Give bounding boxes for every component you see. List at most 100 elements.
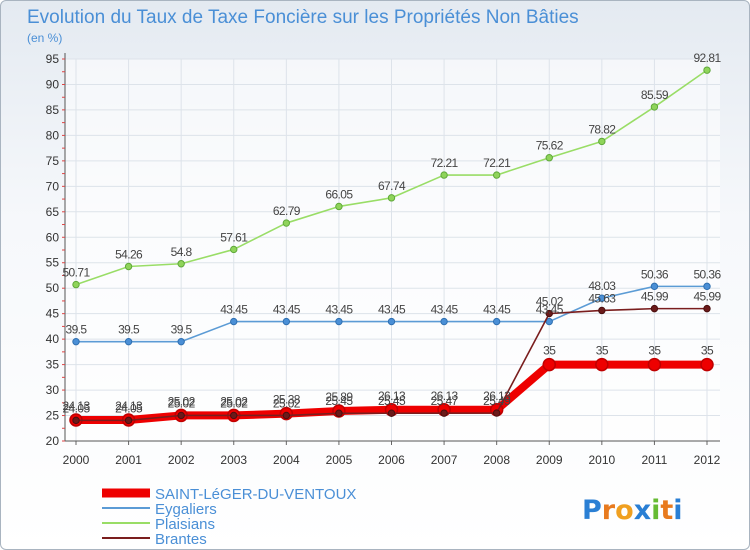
x-tick-label: 2000 — [63, 453, 90, 467]
data-point — [335, 409, 343, 417]
x-tick-label: 2012 — [694, 453, 721, 467]
legend-label: Plaisians — [155, 516, 215, 533]
x-tick-label: 2009 — [536, 453, 563, 467]
data-label: 35 — [543, 344, 556, 358]
data-label: 85.59 — [641, 88, 669, 102]
data-label: 54.26 — [115, 248, 143, 262]
data-point — [598, 306, 606, 315]
logo-letter: x — [634, 495, 651, 526]
x-tick-label: 2008 — [483, 453, 510, 467]
y-tick-label: 55 — [46, 256, 60, 270]
data-point — [282, 317, 291, 326]
data-label: 25.02 — [168, 394, 196, 408]
data-label: 25.45 — [325, 394, 353, 408]
data-label: 24.05 — [62, 401, 90, 415]
legend-label: Eygaliers — [155, 501, 217, 518]
logo-letter: i — [673, 495, 682, 526]
y-tick-label: 50 — [46, 281, 60, 295]
data-label: 26.13 — [431, 389, 459, 403]
data-point — [703, 304, 711, 313]
data-point — [230, 245, 238, 254]
logo-letter: t — [660, 495, 673, 526]
data-label: 24.05 — [115, 401, 143, 415]
data-point — [703, 66, 711, 74]
x-tick-label: 2007 — [431, 453, 458, 467]
data-point — [595, 357, 609, 372]
data-label: 35 — [648, 344, 661, 358]
data-point — [230, 411, 238, 420]
y-tick-label: 35 — [46, 358, 60, 372]
data-label: 67.74 — [378, 179, 406, 193]
data-label: 45.99 — [641, 290, 669, 304]
y-tick-label: 40 — [46, 332, 60, 346]
data-point — [650, 103, 659, 111]
data-label: 39.5 — [171, 323, 193, 337]
data-point — [124, 262, 133, 271]
data-label: 57.61 — [220, 230, 248, 244]
data-point — [598, 294, 606, 302]
plot-area — [65, 59, 720, 441]
data-point — [177, 337, 185, 346]
data-label: 35 — [596, 344, 609, 358]
data-point — [598, 137, 606, 146]
data-label: 72.21 — [431, 156, 459, 170]
data-point — [282, 411, 291, 420]
y-tick-label: 65 — [46, 205, 60, 219]
data-label: 92.81 — [693, 51, 721, 65]
data-label: 50.36 — [641, 267, 669, 281]
data-label: 24.13 — [62, 399, 90, 413]
series-1 — [72, 282, 711, 346]
data-label: 75.62 — [536, 139, 564, 153]
data-point — [440, 171, 448, 179]
y-tick-label: 25 — [46, 409, 60, 423]
data-label: 45.63 — [588, 291, 616, 305]
legend: SAINT-LéGER-DU-VENTOUXEygaliersPlaisians… — [102, 486, 356, 548]
proxiti-logo: Proxiti — [582, 495, 683, 526]
data-label: 43.45 — [378, 303, 406, 317]
data-label: 62.79 — [273, 204, 301, 218]
y-tick-label: 90 — [46, 77, 60, 91]
data-point — [542, 357, 556, 372]
data-label: 43.45 — [325, 303, 353, 317]
legend-label: SAINT-LéGER-DU-VENTOUX — [155, 486, 356, 503]
series-2 — [72, 66, 711, 289]
data-label: 25.47 — [431, 394, 459, 408]
data-point — [72, 337, 80, 346]
y-tick-label: 60 — [46, 230, 60, 244]
y-tick-label: 30 — [46, 383, 60, 397]
data-point — [492, 409, 501, 417]
data-label: 25.02 — [273, 396, 301, 410]
data-point — [230, 317, 238, 326]
data-label: 39.5 — [66, 323, 88, 337]
x-tick-label: 2002 — [168, 453, 195, 467]
y-tick-label: 75 — [46, 154, 60, 168]
data-label: 25.02 — [220, 396, 248, 410]
data-label: 25.02 — [220, 394, 248, 408]
data-label: 24.13 — [115, 399, 143, 413]
data-point — [124, 416, 133, 425]
logo-letter: o — [615, 495, 634, 526]
data-point — [703, 282, 711, 291]
data-point — [387, 194, 396, 202]
y-tick-label: 45 — [46, 307, 60, 321]
series-3 — [72, 304, 711, 425]
data-point — [545, 317, 553, 326]
x-tick-label: 2003 — [220, 453, 247, 467]
data-label: 54.8 — [171, 245, 193, 259]
x-tick-label: 2004 — [273, 453, 300, 467]
y-tick-label: 70 — [46, 179, 60, 193]
data-label: 43.45 — [273, 303, 301, 317]
data-point — [650, 282, 659, 291]
data-point — [545, 154, 553, 162]
data-point — [440, 317, 448, 326]
data-point — [124, 337, 133, 346]
data-label: 26.13 — [378, 389, 406, 403]
data-label: 43.45 — [431, 303, 459, 317]
data-point — [650, 304, 659, 313]
data-point — [335, 317, 343, 326]
data-label: 72.21 — [483, 156, 511, 170]
y-tick-label: 95 — [46, 52, 60, 66]
x-tick-label: 2011 — [642, 453, 668, 467]
axes: 20 25 30 35 40 45 50 55 60 65 70 75 80 85 90 95 2000 2001… — [46, 52, 721, 467]
